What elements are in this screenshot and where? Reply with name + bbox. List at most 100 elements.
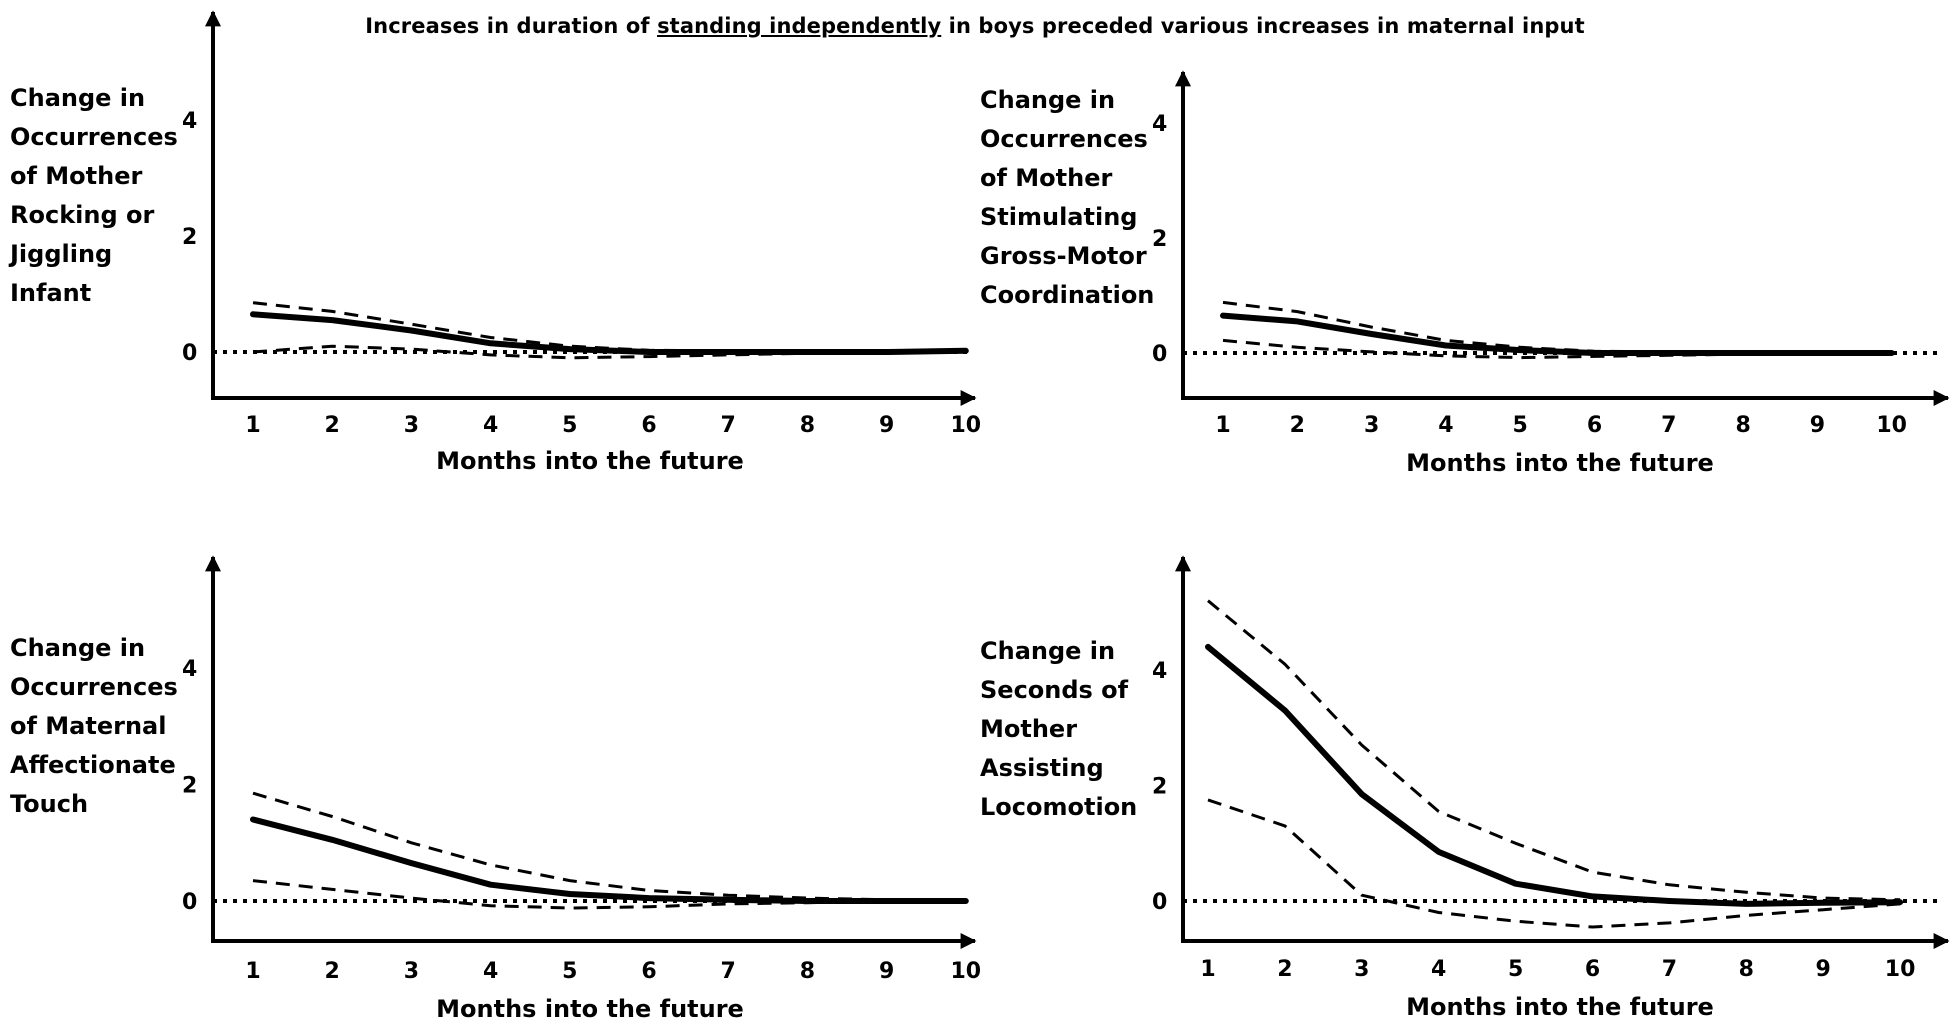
chart-panel-3: 0 2 4 1 2 3 4 5 6 7 8 9 10	[182, 555, 981, 984]
series-line-estimate	[250, 816, 969, 904]
ylabel-line: Affectionate	[10, 751, 176, 779]
series-line-lower	[252, 344, 966, 360]
y-tick-label: 4	[1152, 659, 1167, 684]
xlabel-panel-1: Months into the future	[436, 447, 744, 475]
figure-title: Increases in duration of standing indepe…	[0, 14, 1950, 38]
x-tick-label: 1	[1215, 413, 1230, 438]
xlabel-panel-2: Months into the future	[1406, 449, 1714, 477]
series-line-upper	[252, 791, 966, 902]
series-line-estimate	[250, 311, 969, 355]
x-tick-label: 9	[879, 959, 894, 984]
ylabel-panel-3: Change in Occurrences of Maternal Affect…	[10, 629, 178, 824]
x-tick-label: 7	[721, 413, 736, 438]
ylabel-line: Occurrences	[980, 125, 1148, 153]
y-tick-label: 0	[1152, 890, 1167, 915]
ylabel-line: Rocking or	[10, 201, 155, 229]
ylabel-line: Change in	[980, 637, 1116, 665]
ylabel-line: Locomotion	[980, 793, 1138, 821]
x-tick-label: 3	[1354, 957, 1369, 982]
x-tick-label: 6	[1585, 957, 1600, 982]
ylabel-line: Change in	[10, 84, 146, 112]
ylabel-line: Change in	[980, 86, 1116, 114]
xlabel-panel-3: Months into the future	[436, 995, 744, 1023]
ylabel-line: Touch	[10, 790, 89, 818]
x-tick-label: 9	[1810, 413, 1825, 438]
x-tick-label: 8	[1739, 957, 1754, 982]
x-tick-label: 9	[879, 413, 894, 438]
x-tick-label: 2	[1277, 957, 1292, 982]
ylabel-line: Coordination	[980, 281, 1155, 309]
y-tick-label: 0	[182, 890, 197, 915]
y-tick-label: 2	[182, 225, 197, 250]
ylabel-panel-2: Change in Occurrences of Mother Stimulat…	[980, 81, 1154, 315]
ylabel-panel-1: Change in Occurrences of Mother Rocking …	[10, 79, 178, 313]
x-tick-label: 4	[483, 959, 498, 984]
x-tick-label: 9	[1816, 957, 1831, 982]
y-tick-label: 0	[1152, 342, 1167, 367]
ylabel-line: Mother	[980, 715, 1078, 743]
series-line-lower	[252, 879, 966, 910]
x-tick-label: 4	[483, 413, 498, 438]
x-tick-label: 1	[1200, 957, 1215, 982]
ylabel-line: of Mother	[10, 162, 143, 190]
ylabel-line: Occurrences	[10, 673, 178, 701]
y-tick-label: 4	[1152, 112, 1167, 137]
series-line-estimate	[1205, 643, 1904, 907]
x-tick-label: 2	[1290, 413, 1305, 438]
ylabel-line: Jiggling	[10, 240, 113, 268]
y-tick-label: 4	[182, 657, 197, 682]
ylabel-line: Stimulating	[980, 203, 1138, 231]
x-tick-label: 8	[800, 959, 815, 984]
title-part-1: Increases in duration of	[365, 14, 658, 38]
x-tick-label: 7	[1662, 957, 1677, 982]
ylabel-line: Assisting	[980, 754, 1104, 782]
y-tick-label: 2	[1152, 227, 1167, 252]
chart-panel-1: 0 2 4 1 2 3 4 5 6 7 8 9 10	[182, 10, 981, 438]
chart-panel-2: 0 2 4 1 2 3 4 5 6 7 8 9 10	[1152, 70, 1950, 438]
title-underlined: standing independently	[657, 14, 942, 38]
y-tick-label: 2	[182, 774, 197, 799]
ylabel-line: Infant	[10, 279, 92, 307]
x-tick-label: 4	[1431, 957, 1446, 982]
x-tick-label: 6	[641, 413, 656, 438]
ylabel-line: Occurrences	[10, 123, 178, 151]
y-tick-label: 0	[182, 341, 197, 366]
title-part-2: in boys preceded various increases in ma…	[941, 14, 1585, 38]
x-tick-label: 6	[1587, 413, 1602, 438]
x-tick-label: 6	[641, 959, 656, 984]
series-line-upper	[1207, 599, 1901, 902]
x-tick-label: 3	[1364, 413, 1379, 438]
x-tick-label: 7	[721, 959, 736, 984]
x-tick-label: 5	[562, 959, 577, 984]
y-tick-label: 2	[1152, 775, 1167, 800]
x-tick-label: 1	[245, 413, 260, 438]
x-tick-label: 10	[1885, 957, 1916, 982]
series-line-upper	[252, 301, 966, 353]
x-tick-label: 2	[325, 413, 340, 438]
ylabel-line: Change in	[10, 634, 146, 662]
x-tick-label: 2	[325, 959, 340, 984]
series-line-estimate	[1220, 312, 1895, 356]
x-tick-label: 5	[1513, 413, 1528, 438]
ylabel-line: of Maternal	[10, 712, 167, 740]
x-tick-label: 7	[1661, 413, 1676, 438]
series-line-lower	[1222, 338, 1892, 360]
x-tick-label: 8	[800, 413, 815, 438]
chart-panel-4: 0 2 4 1 2 3 4 5 6 7 8 9 10	[1152, 555, 1950, 982]
x-tick-label: 10	[950, 959, 981, 984]
x-tick-label: 8	[1735, 413, 1750, 438]
ylabel-line: Gross-Motor	[980, 242, 1147, 270]
x-tick-label: 10	[950, 413, 981, 438]
x-tick-label: 5	[1508, 957, 1523, 982]
ylabel-line: Seconds of	[980, 676, 1129, 704]
y-tick-label: 4	[182, 109, 197, 134]
x-tick-label: 10	[1876, 413, 1907, 438]
xlabel-panel-4: Months into the future	[1406, 993, 1714, 1021]
x-tick-label: 3	[404, 413, 419, 438]
series-line-lower	[1207, 798, 1901, 929]
ylabel-line: of Mother	[980, 164, 1113, 192]
x-tick-label: 5	[562, 413, 577, 438]
x-tick-label: 4	[1438, 413, 1453, 438]
x-tick-label: 1	[245, 959, 260, 984]
